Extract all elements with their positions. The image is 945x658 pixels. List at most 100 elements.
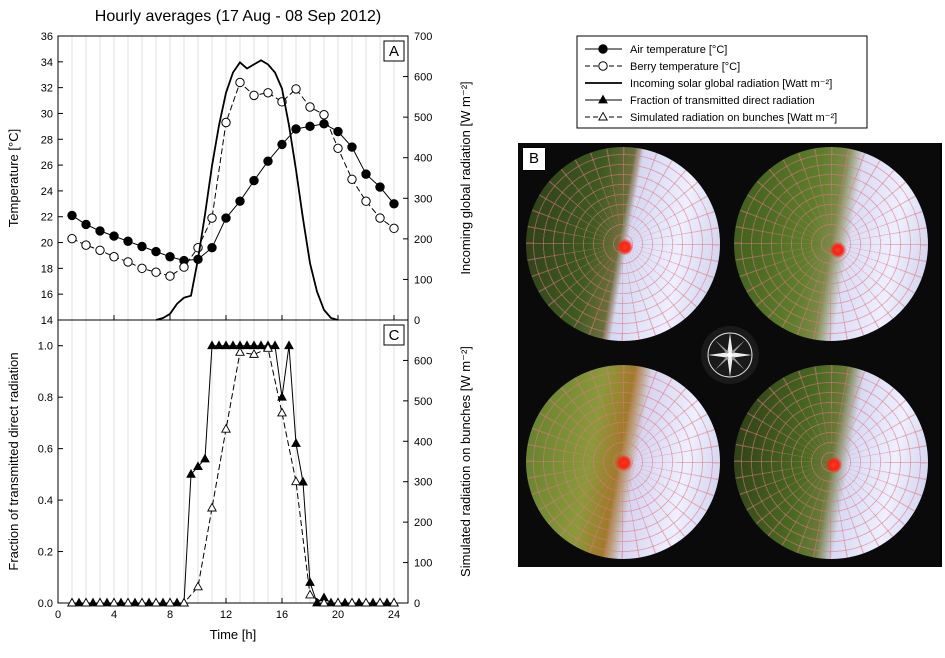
y2-axis-title: Incoming global radiation [W m⁻²] [458, 81, 473, 274]
data-point [221, 213, 231, 223]
y2-tick-label: 600 [414, 355, 432, 367]
data-point [598, 61, 608, 71]
y2-tick-label: 200 [414, 517, 432, 529]
sun-marker [617, 239, 633, 255]
data-point [123, 597, 133, 607]
fisheye-image-bottom-right [734, 365, 928, 559]
y-tick-label: 0.4 [38, 495, 53, 507]
panel-letter-box [383, 324, 405, 346]
photo-frame-edge [940, 143, 942, 567]
x-tick-label: 0 [55, 609, 61, 621]
data-point [165, 271, 175, 281]
sun-marker [830, 242, 846, 258]
fisheye-image-bottom-left [526, 365, 720, 559]
legend-label: Incoming solar global radiation [Watt m⁻… [630, 78, 832, 90]
data-point [305, 102, 315, 112]
y-tick-label: 0.6 [38, 444, 53, 456]
data-point [207, 243, 217, 253]
data-point [326, 597, 336, 607]
data-point [277, 391, 287, 401]
data-point [81, 597, 91, 607]
y2-tick-label: 300 [414, 477, 432, 489]
data-point [193, 461, 203, 471]
legend-label: Berry temperature [°C] [630, 61, 740, 73]
data-point [123, 257, 133, 267]
data-point [95, 597, 105, 607]
y-tick-label: 22 [41, 212, 53, 224]
y-tick-label: 26 [41, 160, 53, 172]
data-point [256, 340, 266, 350]
x-tick-label: 16 [276, 609, 288, 621]
data-point [249, 340, 259, 350]
sun-marker [826, 457, 842, 473]
data-point [291, 124, 301, 134]
y-tick-label: 20 [41, 238, 53, 250]
data-point [249, 175, 259, 186]
data-point [333, 126, 343, 137]
fisheye-image-top-left [526, 147, 720, 341]
data-point [319, 110, 329, 120]
y2-tick-label: 300 [414, 193, 432, 205]
data-point [347, 174, 357, 184]
data-point [319, 597, 329, 607]
data-point [81, 219, 91, 230]
data-point [598, 111, 608, 121]
data-point [242, 340, 252, 350]
x-tick-label: 8 [167, 609, 173, 621]
y2-axis-title: Simulated radiation on bunches [W m⁻²] [458, 346, 473, 577]
legend-label: Fraction of transmitted direct radiation [630, 95, 815, 107]
data-point [200, 453, 210, 463]
x-tick-label: 12 [220, 609, 232, 621]
data-point [172, 597, 182, 607]
series-line [72, 345, 394, 604]
chart-title: Hourly averages (17 Aug - 08 Sep 2012) [95, 8, 381, 25]
x-axis-title: Time [h] [210, 627, 256, 642]
data-point [389, 199, 399, 209]
data-point [207, 340, 217, 350]
y2-tick-label: 400 [414, 436, 432, 448]
data-point [186, 469, 196, 478]
data-point [389, 597, 399, 607]
y2-tick-label: 500 [414, 112, 432, 124]
data-point [67, 210, 77, 221]
data-point [305, 121, 315, 132]
legend-label: Simulated radiation on bunches [Watt m⁻²… [630, 112, 837, 124]
panel-letter: A [389, 43, 399, 60]
data-point [298, 476, 308, 486]
series-line [72, 347, 394, 604]
data-point [249, 348, 259, 358]
data-point [598, 94, 608, 104]
panel-b-letter: B [522, 147, 546, 171]
data-point [67, 233, 77, 244]
fisheye-image-top-right [734, 147, 928, 341]
y2-tick-label: 200 [414, 234, 432, 246]
data-point [263, 156, 273, 166]
y-tick-label: 30 [41, 108, 53, 120]
data-point [207, 502, 217, 512]
series-line [71, 123, 395, 262]
y2-tick-label: 100 [414, 274, 432, 286]
data-point [347, 597, 357, 607]
data-point [221, 117, 231, 128]
data-point [340, 597, 350, 607]
data-point [375, 182, 385, 192]
y-tick-label: 34 [41, 57, 53, 69]
data-point [389, 223, 399, 234]
y2-tick-label: 700 [414, 31, 432, 43]
y2-tick-label: 600 [414, 72, 432, 84]
data-point [123, 236, 133, 246]
data-point [81, 240, 91, 250]
data-point [270, 340, 280, 350]
y-tick-label: 14 [41, 315, 53, 327]
data-point [88, 597, 98, 607]
y-tick-label: 16 [41, 289, 53, 301]
data-point [263, 88, 273, 98]
data-point [291, 476, 301, 486]
data-point [221, 340, 231, 350]
y-tick-label: 0.0 [38, 598, 53, 610]
x-tick-label: 4 [111, 609, 117, 621]
data-point [291, 84, 301, 94]
panel-c: 0 4 8 12 16 20 24 0.0 0.2 0.4 0.6 0.8 1.0 0 100 200 300 4… [6, 319, 473, 642]
data-point [109, 231, 119, 241]
